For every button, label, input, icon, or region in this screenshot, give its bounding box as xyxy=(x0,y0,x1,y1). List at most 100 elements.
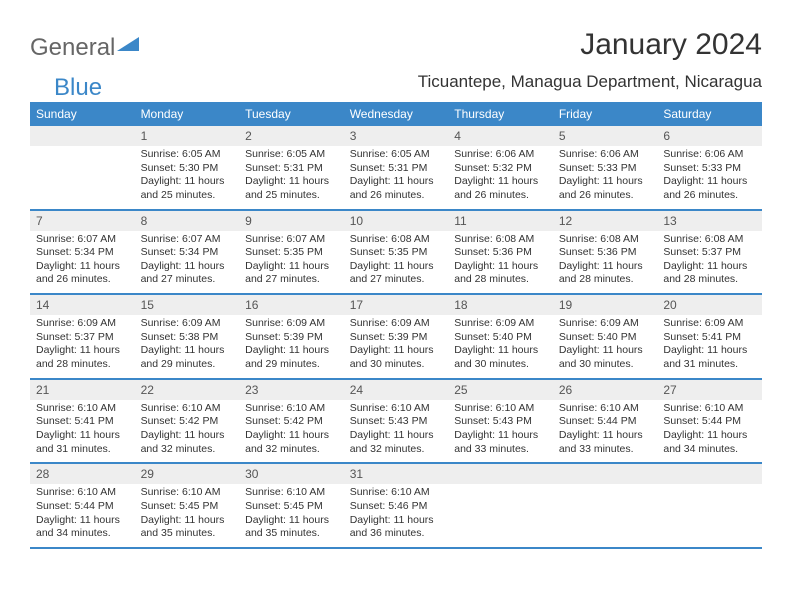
daynum-row: 14151617181920 xyxy=(30,294,762,315)
title-block: January 2024 xyxy=(580,28,762,62)
day-header: Saturday xyxy=(657,102,762,126)
daynum-row: 28293031 xyxy=(30,463,762,484)
day-number-cell: 30 xyxy=(239,463,344,484)
sunrise-line: Sunrise: 6:10 AM xyxy=(454,402,547,416)
day-number-cell: 20 xyxy=(657,294,762,315)
sunset-line: Sunset: 5:37 PM xyxy=(36,331,129,345)
sunrise-line: Sunrise: 6:08 AM xyxy=(559,233,652,247)
detail-row: Sunrise: 6:09 AM Sunset: 5:37 PM Daylight:… xyxy=(30,315,762,379)
logo: General xyxy=(30,28,139,62)
daylight-line: Daylight: 11 hours and 35 minutes. xyxy=(141,514,234,541)
day-header: Monday xyxy=(135,102,240,126)
sunset-line: Sunset: 5:31 PM xyxy=(350,162,443,176)
daylight-line: Daylight: 11 hours and 25 minutes. xyxy=(245,175,338,202)
sunrise-line: Sunrise: 6:09 AM xyxy=(141,317,234,331)
sunset-line: Sunset: 5:44 PM xyxy=(559,415,652,429)
day-detail-cell: Sunrise: 6:10 AMSunset: 5:42 PMDaylight:… xyxy=(239,400,344,464)
day-number-cell: 10 xyxy=(344,210,449,231)
sunrise-line: Sunrise: 6:10 AM xyxy=(245,486,338,500)
sunrise-line: Sunrise: 6:09 AM xyxy=(663,317,756,331)
day-detail-cell: Sunrise: 6:06 AMSunset: 5:32 PMDaylight:… xyxy=(448,146,553,210)
sunrise-line: Sunrise: 6:07 AM xyxy=(141,233,234,247)
day-detail-cell: Sunrise: 6:10 AMSunset: 5:43 PMDaylight:… xyxy=(344,400,449,464)
day-number-cell xyxy=(448,463,553,484)
header: General January 2024 xyxy=(30,28,762,62)
day-number-cell: 24 xyxy=(344,379,449,400)
daylight-line: Daylight: 11 hours and 30 minutes. xyxy=(454,344,547,371)
sunset-line: Sunset: 5:30 PM xyxy=(141,162,234,176)
sunset-line: Sunset: 5:41 PM xyxy=(663,331,756,345)
sunset-line: Sunset: 5:39 PM xyxy=(245,331,338,345)
day-detail-cell xyxy=(448,484,553,548)
sunrise-line: Sunrise: 6:10 AM xyxy=(663,402,756,416)
day-detail-cell: Sunrise: 6:06 AMSunset: 5:33 PMDaylight:… xyxy=(553,146,658,210)
sunrise-line: Sunrise: 6:10 AM xyxy=(141,402,234,416)
day-number-cell: 17 xyxy=(344,294,449,315)
day-number-cell: 25 xyxy=(448,379,553,400)
day-detail-cell: Sunrise: 6:10 AMSunset: 5:44 PMDaylight:… xyxy=(553,400,658,464)
day-number-cell: 31 xyxy=(344,463,449,484)
daylight-line: Daylight: 11 hours and 29 minutes. xyxy=(245,344,338,371)
day-number-cell: 1 xyxy=(135,126,240,146)
day-header: Sunday xyxy=(30,102,135,126)
day-number-cell: 19 xyxy=(553,294,658,315)
daylight-line: Daylight: 11 hours and 36 minutes. xyxy=(350,514,443,541)
day-detail-cell: Sunrise: 6:10 AMSunset: 5:45 PMDaylight:… xyxy=(135,484,240,548)
detail-row: Sunrise: 6:05 AM Sunset: 5:30 PM Daylight:… xyxy=(30,146,762,210)
day-detail-cell xyxy=(553,484,658,548)
sunrise-line: Sunrise: 6:05 AM xyxy=(245,148,338,162)
logo-text-blue: Blue xyxy=(54,74,102,102)
day-header: Tuesday xyxy=(239,102,344,126)
day-detail-cell: Sunrise: 6:07 AMSunset: 5:34 PMDaylight:… xyxy=(135,231,240,295)
daylight-line: Daylight: 11 hours and 33 minutes. xyxy=(559,429,652,456)
daynum-row: 78910111213 xyxy=(30,210,762,231)
day-detail-cell xyxy=(657,484,762,548)
daylight-line: Daylight: 11 hours and 27 minutes. xyxy=(141,260,234,287)
sunset-line: Sunset: 5:41 PM xyxy=(36,415,129,429)
sunrise-line: Sunrise: 6:08 AM xyxy=(663,233,756,247)
day-number-cell: 16 xyxy=(239,294,344,315)
day-number-cell: 11 xyxy=(448,210,553,231)
day-number-cell: 2 xyxy=(239,126,344,146)
daylight-line: Daylight: 11 hours and 32 minutes. xyxy=(350,429,443,456)
sunrise-line: Sunrise: 6:10 AM xyxy=(141,486,234,500)
daylight-line: Daylight: 11 hours and 28 minutes. xyxy=(454,260,547,287)
day-number-cell: 15 xyxy=(135,294,240,315)
day-header: Thursday xyxy=(448,102,553,126)
daylight-line: Daylight: 11 hours and 35 minutes. xyxy=(245,514,338,541)
day-detail-cell: Sunrise: 6:10 AMSunset: 5:42 PMDaylight:… xyxy=(135,400,240,464)
sunset-line: Sunset: 5:34 PM xyxy=(141,246,234,260)
sunrise-line: Sunrise: 6:10 AM xyxy=(350,402,443,416)
day-number-cell: 6 xyxy=(657,126,762,146)
day-detail-cell: Sunrise: 6:09 AMSunset: 5:37 PMDaylight:… xyxy=(30,315,135,379)
daylight-line: Daylight: 11 hours and 32 minutes. xyxy=(245,429,338,456)
sunset-line: Sunset: 5:42 PM xyxy=(141,415,234,429)
calendar-table: SundayMondayTuesdayWednesdayThursdayFrid… xyxy=(30,102,762,549)
day-number-cell: 26 xyxy=(553,379,658,400)
day-detail-cell: Sunrise: 6:08 AMSunset: 5:36 PMDaylight:… xyxy=(448,231,553,295)
sunrise-line: Sunrise: 6:09 AM xyxy=(350,317,443,331)
sunrise-line: Sunrise: 6:09 AM xyxy=(559,317,652,331)
day-detail-cell: Sunrise: 6:10 AMSunset: 5:41 PMDaylight:… xyxy=(30,400,135,464)
day-number-cell: 9 xyxy=(239,210,344,231)
day-detail-cell: Sunrise: 6:09 AMSunset: 5:40 PMDaylight:… xyxy=(553,315,658,379)
day-detail-cell: Sunrise: 6:09 AMSunset: 5:38 PMDaylight:… xyxy=(135,315,240,379)
sunset-line: Sunset: 5:42 PM xyxy=(245,415,338,429)
sunset-line: Sunset: 5:36 PM xyxy=(454,246,547,260)
daynum-row: 123456 xyxy=(30,126,762,146)
sunset-line: Sunset: 5:45 PM xyxy=(245,500,338,514)
daylight-line: Daylight: 11 hours and 28 minutes. xyxy=(559,260,652,287)
logo-text-general: General xyxy=(30,34,115,62)
sunset-line: Sunset: 5:43 PM xyxy=(454,415,547,429)
day-detail-cell: Sunrise: 6:05 AMSunset: 5:31 PMDaylight:… xyxy=(344,146,449,210)
day-number-cell: 21 xyxy=(30,379,135,400)
sunrise-line: Sunrise: 6:05 AM xyxy=(350,148,443,162)
daylight-line: Daylight: 11 hours and 31 minutes. xyxy=(36,429,129,456)
day-header-row: SundayMondayTuesdayWednesdayThursdayFrid… xyxy=(30,102,762,126)
sunrise-line: Sunrise: 6:10 AM xyxy=(36,402,129,416)
daylight-line: Daylight: 11 hours and 27 minutes. xyxy=(245,260,338,287)
sunset-line: Sunset: 5:43 PM xyxy=(350,415,443,429)
sunrise-line: Sunrise: 6:08 AM xyxy=(454,233,547,247)
detail-row: Sunrise: 6:10 AMSunset: 5:44 PMDaylight:… xyxy=(30,484,762,548)
day-detail-cell: Sunrise: 6:10 AMSunset: 5:43 PMDaylight:… xyxy=(448,400,553,464)
